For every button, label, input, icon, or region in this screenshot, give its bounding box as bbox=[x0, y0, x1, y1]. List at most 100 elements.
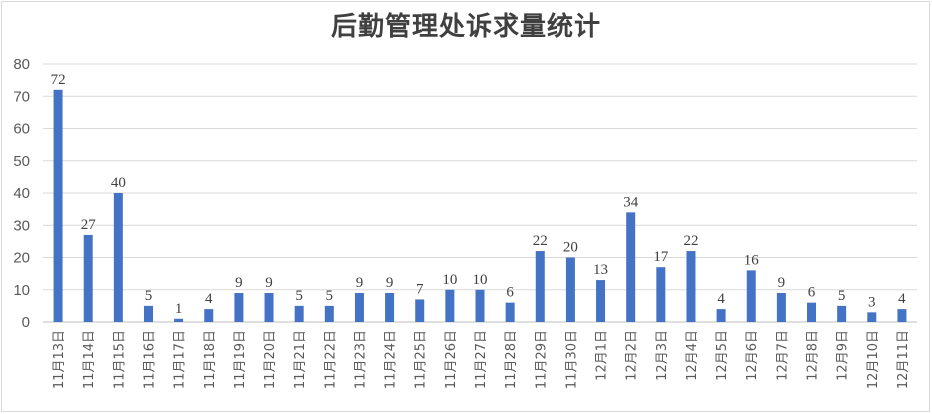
x-tick-label: 11月14日 bbox=[82, 330, 97, 389]
bar bbox=[385, 292, 395, 322]
data-label: 5 bbox=[145, 288, 153, 304]
bar bbox=[656, 267, 666, 322]
y-tick-label: 80 bbox=[13, 56, 30, 73]
bar bbox=[264, 292, 274, 322]
bar bbox=[897, 309, 907, 322]
data-label: 7 bbox=[416, 281, 424, 297]
bar bbox=[807, 302, 817, 322]
x-tick-label: 11月29日 bbox=[534, 330, 549, 389]
y-tick-label: 60 bbox=[13, 121, 30, 138]
bar bbox=[113, 193, 123, 322]
data-label: 34 bbox=[623, 194, 639, 210]
bar bbox=[776, 292, 786, 322]
data-label: 4 bbox=[205, 291, 213, 307]
data-label: 6 bbox=[808, 285, 816, 301]
x-tick-label: 11月27日 bbox=[474, 330, 489, 389]
x-tick-label: 12月11日 bbox=[896, 330, 911, 389]
bar bbox=[354, 292, 364, 322]
x-tick-label: 12月8日 bbox=[806, 330, 821, 381]
bar bbox=[837, 305, 847, 322]
chart-title: 后勤管理处诉求量统计 bbox=[330, 12, 601, 42]
y-tick-label: 10 bbox=[13, 282, 30, 299]
bar bbox=[626, 212, 636, 322]
y-axis-ticks: 0 10 20 30 40 50 60 70 80 bbox=[13, 56, 30, 331]
bar bbox=[867, 312, 877, 322]
bar bbox=[716, 309, 726, 322]
x-tick-label: 11月16日 bbox=[142, 330, 157, 389]
x-tick-label: 12月7日 bbox=[775, 330, 790, 381]
bar bbox=[746, 270, 756, 322]
x-tick-label: 12月10日 bbox=[866, 330, 881, 389]
x-axis-ticks: 11月13日 11月14日 11月15日 11月16日 11月17日 11月18日 11月1… bbox=[52, 330, 911, 389]
y-tick-label: 0 bbox=[22, 314, 30, 331]
x-tick-label: 12月9日 bbox=[836, 330, 851, 381]
x-tick-label: 11月25日 bbox=[414, 330, 429, 389]
bar bbox=[324, 305, 334, 322]
y-tick-label: 20 bbox=[13, 250, 30, 267]
y-tick-label: 50 bbox=[13, 153, 30, 170]
bar bbox=[415, 299, 425, 322]
bar bbox=[445, 289, 455, 322]
data-label: 3 bbox=[868, 294, 876, 310]
x-tick-label: 11月23日 bbox=[353, 330, 368, 389]
data-label: 9 bbox=[235, 275, 243, 291]
x-tick-label: 11月13日 bbox=[52, 330, 67, 389]
x-tick-label: 12月4日 bbox=[685, 330, 700, 381]
gridlines bbox=[43, 63, 917, 323]
data-label: 72 bbox=[51, 72, 66, 88]
data-label: 4 bbox=[717, 291, 725, 307]
bar bbox=[143, 305, 153, 322]
bar bbox=[565, 257, 575, 322]
bar bbox=[535, 251, 545, 322]
x-tick-label: 11月19日 bbox=[233, 330, 248, 389]
data-label: 10 bbox=[442, 272, 457, 288]
data-label: 1 bbox=[175, 301, 183, 317]
y-tick-label: 70 bbox=[13, 88, 30, 105]
data-label: 20 bbox=[563, 240, 578, 256]
data-label: 22 bbox=[533, 233, 548, 249]
x-tick-label: 11月30日 bbox=[564, 330, 579, 389]
data-label: 4 bbox=[898, 291, 906, 307]
bar bbox=[596, 280, 606, 322]
x-tick-label: 12月3日 bbox=[655, 330, 670, 381]
x-tick-label: 11月26日 bbox=[444, 330, 459, 389]
x-tick-label: 12月2日 bbox=[625, 330, 640, 381]
data-label: 16 bbox=[744, 252, 760, 268]
bars bbox=[53, 89, 907, 322]
bar bbox=[686, 251, 696, 322]
data-label: 5 bbox=[295, 288, 303, 304]
x-tick-label: 11月28日 bbox=[504, 330, 519, 389]
data-label: 9 bbox=[356, 275, 364, 291]
data-label: 5 bbox=[838, 288, 846, 304]
x-tick-label: 11月24日 bbox=[384, 330, 399, 389]
bar bbox=[174, 318, 184, 322]
y-tick-label: 30 bbox=[13, 217, 30, 234]
data-label: 17 bbox=[653, 249, 669, 265]
data-label: 10 bbox=[473, 272, 488, 288]
y-tick-label: 40 bbox=[13, 185, 30, 202]
bar bbox=[53, 89, 63, 322]
data-label: 27 bbox=[81, 217, 97, 233]
bar bbox=[475, 289, 485, 322]
x-tick-label: 11月21日 bbox=[293, 330, 308, 389]
x-tick-label: 11月15日 bbox=[112, 330, 127, 389]
data-label: 40 bbox=[111, 175, 126, 191]
x-tick-label: 11月20日 bbox=[263, 330, 278, 389]
bar bbox=[234, 292, 244, 322]
x-tick-label: 12月6日 bbox=[745, 330, 760, 381]
bar bbox=[204, 309, 214, 322]
bar bbox=[505, 302, 515, 322]
data-label: 6 bbox=[506, 285, 514, 301]
data-label: 5 bbox=[326, 288, 334, 304]
x-tick-label: 11月22日 bbox=[323, 330, 338, 389]
bar bbox=[294, 305, 304, 322]
x-tick-label: 11月17日 bbox=[173, 330, 188, 389]
x-tick-label: 12月1日 bbox=[595, 330, 610, 381]
x-tick-label: 12月5日 bbox=[715, 330, 730, 381]
data-label: 9 bbox=[265, 275, 273, 291]
x-tick-label: 11月18日 bbox=[203, 330, 218, 389]
data-label: 22 bbox=[683, 233, 698, 249]
